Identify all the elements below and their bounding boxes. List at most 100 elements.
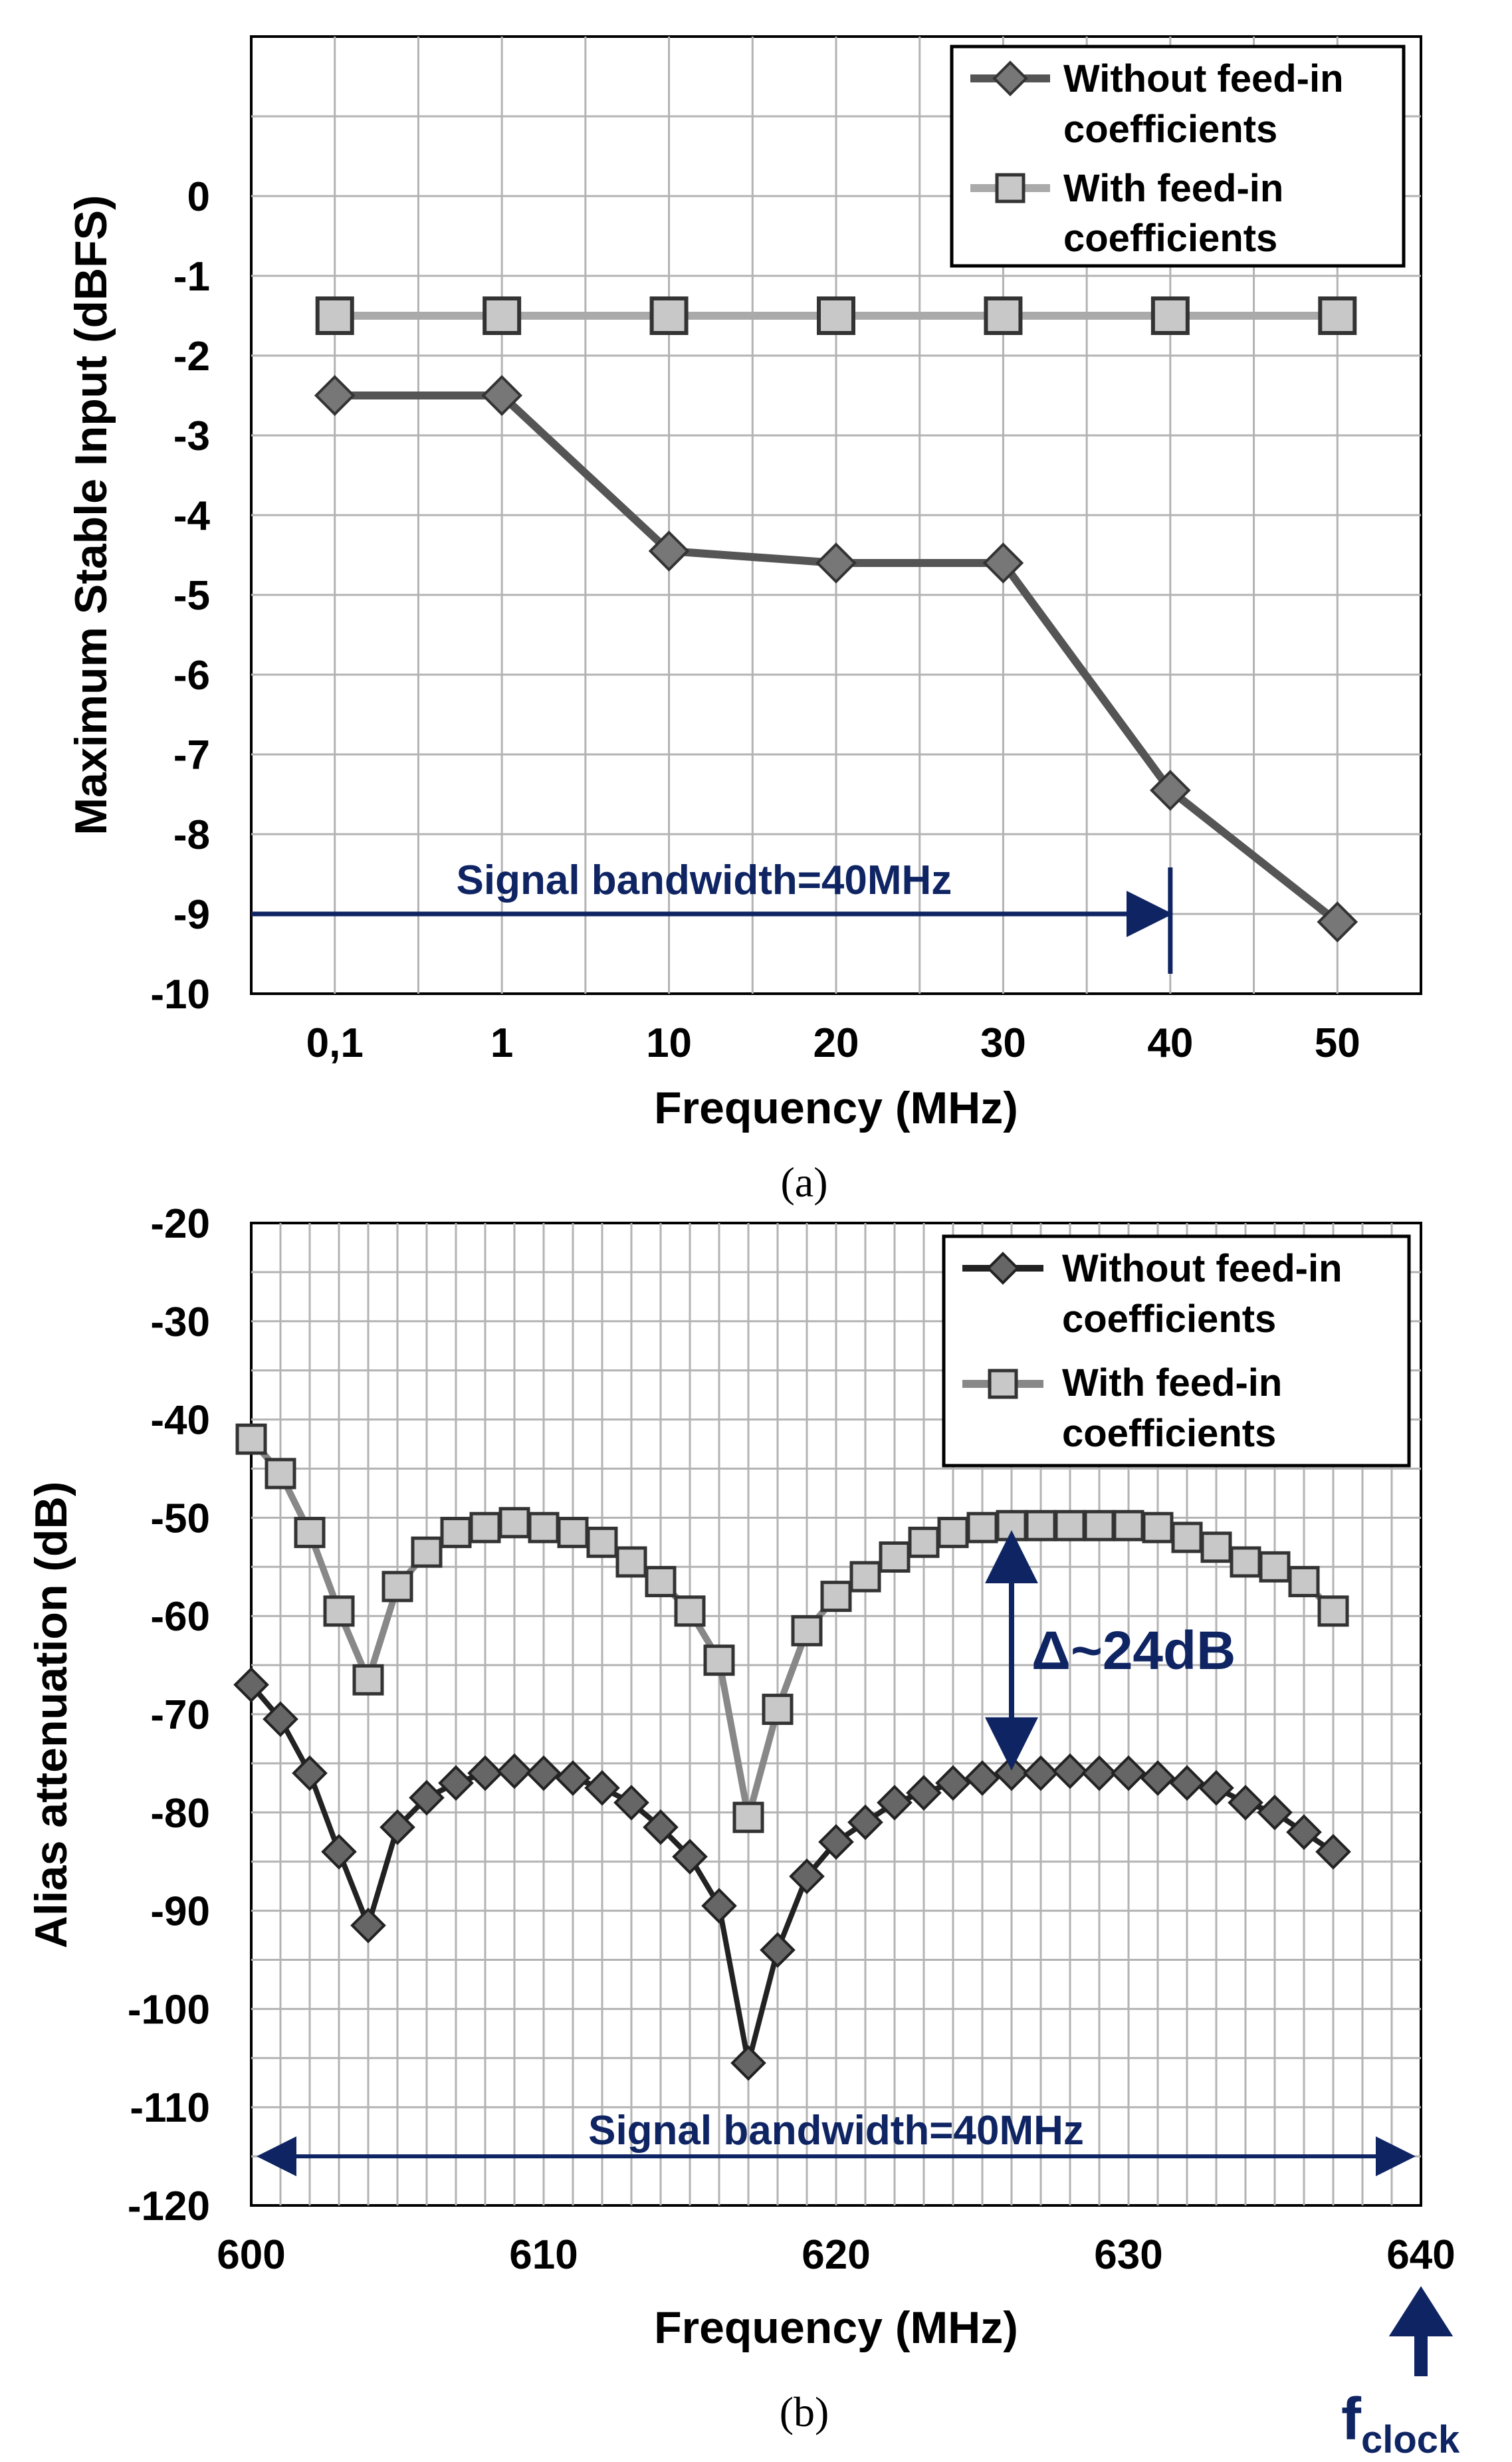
chart-b-point-with	[235, 1423, 267, 1455]
chart-a-y-tick-label: -1	[173, 254, 210, 300]
chart-b-y-axis-label: Alias attenuation (dB)	[26, 1482, 76, 1949]
chart-a-y-tick-label: -6	[173, 653, 210, 699]
chart-b-point-without	[233, 1666, 269, 1703]
chart-a-legend-label-with-line1: With feed-in	[1063, 167, 1283, 210]
chart-a-caption: (a)	[780, 1159, 827, 1206]
chart-b-point-with	[323, 1595, 355, 1627]
chart-b-legend-label-with-line1: With feed-in	[1062, 1361, 1282, 1404]
chart-b-point-with	[1317, 1595, 1349, 1627]
chart-b-point-with	[732, 1801, 764, 1833]
chart-a-y-axis-label: Maximum Stable Input (dBFS)	[66, 195, 116, 835]
chart-a-legend: Without feed-in coefficients With feed-i…	[950, 45, 1406, 268]
chart-b-x-tick-label: 610	[509, 2232, 578, 2278]
chart-b-point-with	[703, 1644, 735, 1676]
chart-b-point-with	[1259, 1551, 1291, 1583]
chart-b-y-tick-label: -70	[150, 1692, 210, 1738]
chart-b-point-with	[1025, 1510, 1057, 1541]
chart-a-point-with	[984, 296, 1023, 335]
chart-b-point-with	[645, 1565, 677, 1597]
chart-b-point-with	[1054, 1510, 1086, 1541]
chart-b-point-with	[1142, 1511, 1174, 1543]
chart-a-x-tick-label: 30	[980, 1020, 1026, 1066]
chart-b-y-tick-label: -80	[150, 1791, 210, 1837]
chart-b-point-without	[1257, 1794, 1293, 1831]
chart-b-caption: (b)	[780, 2388, 829, 2435]
chart-b-point-with	[265, 1458, 296, 1490]
chart-b-point-without	[1081, 1755, 1117, 1791]
chart-b-point-without	[1315, 1834, 1351, 1870]
chart-a-x-tick-label: 20	[813, 1020, 859, 1066]
chart-b-y-tick-label: -110	[130, 2085, 210, 2131]
chart-b-point-with	[762, 1694, 794, 1726]
chart-b-point-with	[996, 1510, 1027, 1541]
chart-b-point-without	[1198, 1770, 1234, 1806]
chart-b-point-with	[411, 1536, 443, 1568]
chart-a-y-tick-label: -7	[173, 732, 210, 778]
chart-a-point-without	[314, 375, 356, 416]
chart-b-point-with	[1230, 1546, 1261, 1578]
chart-a-point-with	[1318, 296, 1357, 335]
chart-b-point-without	[321, 1834, 357, 1870]
chart-b-legend-label-without-line2: coefficients	[1062, 1297, 1276, 1341]
chart-b-point-with	[1200, 1531, 1232, 1563]
chart-a-bandwidth-label: Signal bandwidth=40MHz	[457, 857, 952, 903]
chart-b-x-tick-label: 600	[217, 2232, 285, 2278]
chart-b-x-tick-label: 630	[1094, 2232, 1162, 2278]
chart-a-x-axis-label: Frequency (MHz)	[654, 1083, 1018, 1133]
chart-b-point-with	[674, 1595, 706, 1627]
chart-b-x-axis-label: Frequency (MHz)	[654, 2302, 1018, 2353]
chart-b-point-with	[469, 1511, 501, 1543]
chart-b-point-with	[1288, 1565, 1320, 1597]
chart-a-x-tick-label: 10	[646, 1020, 692, 1066]
chart-b-point-without	[613, 1785, 649, 1821]
chart-b-point-without	[1140, 1760, 1176, 1796]
chart-a-y-tick-label: -5	[173, 573, 210, 619]
chart-b-point-without	[1052, 1753, 1088, 1789]
chart-b-y-tick-label: -100	[128, 1987, 210, 2033]
chart-b-point-with	[381, 1571, 413, 1603]
chart-b-point-without	[409, 1779, 445, 1816]
chart-b-x-tick-labels: 600 610 620 630 640	[217, 2232, 1455, 2278]
chart-b-x-tick-label: 620	[802, 2232, 870, 2278]
chart-b-point-with	[294, 1517, 326, 1549]
chart-a-point-without	[815, 542, 857, 584]
chart-b-y-tick-label: -20	[150, 1201, 210, 1247]
fclock-subscript: clock	[1361, 2418, 1460, 2461]
chart-b-point-with	[1083, 1510, 1115, 1541]
chart-b-y-tick-label: -60	[150, 1594, 210, 1640]
chart-b-point-without	[526, 1755, 562, 1791]
chart-b-point-without	[1286, 1814, 1322, 1850]
chart-a-y-tick-label: -4	[173, 493, 211, 539]
chart-b-point-with	[498, 1507, 530, 1539]
fclock-arrow-icon	[1388, 2286, 1454, 2376]
chart-b-point-with	[849, 1561, 881, 1593]
chart-b-y-tick-label: -120	[128, 2183, 210, 2229]
chart-b-point-without	[935, 1765, 971, 1801]
chart-b-point-without	[760, 1932, 796, 1968]
chart-b-point-without	[877, 1785, 913, 1821]
chart-b-legend-label-without-line1: Without feed-in	[1062, 1247, 1343, 1290]
chart-b-point-without	[1169, 1765, 1205, 1801]
chart-a-y-tick-label: -8	[173, 812, 210, 858]
chart-b-point-without	[1111, 1755, 1146, 1791]
chart-a-y-tick-label: -9	[173, 892, 210, 938]
chart-a-legend-marker-square	[995, 173, 1026, 203]
chart-b-point-without	[496, 1753, 532, 1789]
chart-a-legend-marker-diamond	[992, 60, 1028, 96]
chart-a-legend-box	[950, 45, 1406, 268]
chart-b-point-with	[791, 1615, 823, 1646]
chart-b-point-without	[730, 2045, 766, 2081]
chart-a-x-tick-label: 0,1	[306, 1020, 364, 1066]
chart-a-point-with	[1150, 296, 1190, 335]
chart-b-point-without	[584, 1770, 620, 1806]
chart-a-point-without	[1150, 770, 1191, 811]
chart-b-point-with	[1171, 1521, 1203, 1553]
chart-b-bandwidth-label: Signal bandwidth=40MHz	[588, 2108, 1084, 2154]
fclock-main: f	[1341, 2386, 1362, 2453]
chart-b-point-with	[352, 1664, 384, 1696]
chart-b-point-with	[908, 1526, 940, 1558]
chart-a-point-with	[483, 296, 522, 335]
chart-a: 0 -1 -2 -3 -4 -5 -6 -7 -8 -9 -10 0,1 1 10 20 30 40 50 Si…	[66, 35, 1422, 1206]
chart-a-point-with	[649, 296, 689, 335]
chart-b-point-with	[937, 1517, 969, 1549]
